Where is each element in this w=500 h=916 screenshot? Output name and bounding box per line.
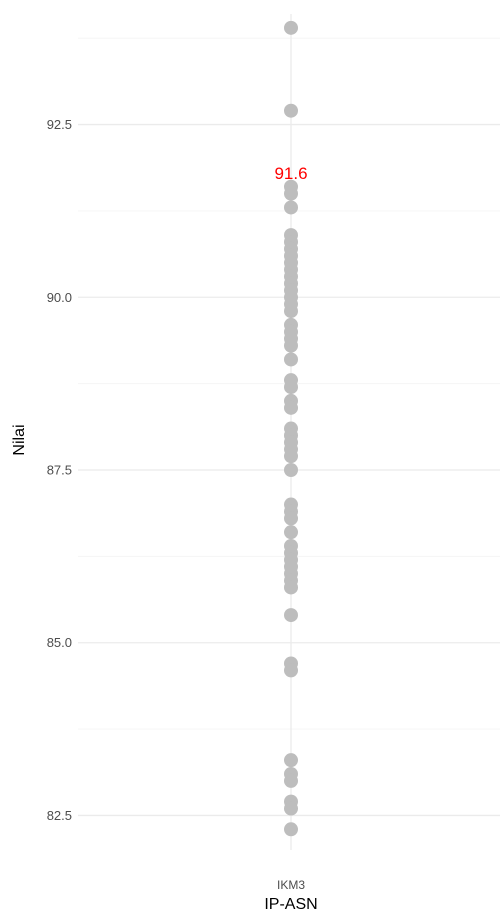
y-axis-title: Nilai	[11, 424, 28, 455]
data-point	[284, 525, 298, 540]
data-point	[284, 200, 298, 215]
data-point	[284, 801, 298, 816]
data-point	[284, 511, 298, 526]
data-point	[284, 380, 298, 395]
data-point	[284, 463, 298, 477]
data-point	[284, 338, 298, 353]
data-point	[284, 608, 298, 623]
x-axis-title: IP-ASN	[264, 896, 317, 913]
value-annotation: 91.6	[274, 164, 307, 183]
y-axis-ticks: 82.5 85.0 87.5 90.0 92.5	[47, 117, 72, 823]
data-point	[284, 753, 298, 768]
y-tick-label: 85.0	[47, 635, 72, 650]
data-point	[284, 304, 298, 319]
data-point	[284, 663, 298, 678]
x-axis-ticks: IKM3	[277, 878, 305, 892]
data-point	[284, 186, 298, 201]
data-point	[284, 449, 298, 464]
y-tick-label: 87.5	[47, 463, 72, 478]
x-tick-label: IKM3	[277, 878, 305, 892]
data-point	[284, 773, 298, 788]
data-point	[284, 352, 298, 367]
y-tick-label: 82.5	[47, 808, 72, 823]
data-point	[284, 103, 298, 118]
data-points	[284, 20, 298, 837]
data-point	[284, 580, 298, 595]
data-point	[284, 822, 298, 837]
data-point	[284, 400, 298, 415]
y-tick-label: 92.5	[47, 117, 72, 132]
y-tick-label: 90.0	[47, 290, 72, 305]
data-point	[284, 20, 298, 35]
